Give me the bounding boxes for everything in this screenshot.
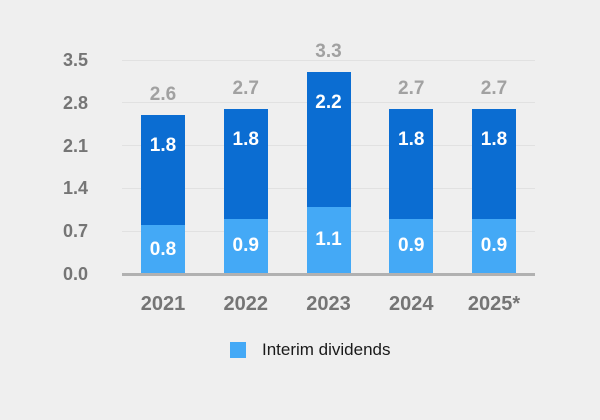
bar-segment-interim [223,218,268,274]
total-value-label: 2.7 [232,77,259,99]
bar-segment-final [306,72,351,207]
final-value-label: 1.8 [149,135,177,157]
y-tick-label: 3.5 [62,50,88,70]
interim-value-label: 0.8 [149,238,177,260]
x-category-label: 2025* [467,293,521,315]
y-tick-label: 0.7 [62,221,88,242]
total-value-label: 3.3 [315,41,342,63]
total-value-label: 2.7 [398,77,425,99]
x-category-label: 2023 [306,293,351,315]
interim-value-label: 0.9 [232,235,259,257]
bar-segment-final [223,108,268,219]
final-value-label: 1.8 [480,128,508,150]
total-value-label: 2.6 [149,84,177,106]
x-category-label: 2021 [140,293,186,315]
legend-swatch-interim [230,342,246,358]
final-value-label: 2.2 [315,92,342,114]
legend: Interim dividends [230,340,391,360]
final-value-label: 1.8 [232,128,259,150]
bar-segment-interim [306,206,351,274]
total-value-label: 2.7 [480,77,508,99]
x-category-label: 2024 [389,293,434,315]
bar-segment-interim [141,225,185,274]
bar-segment-interim [389,218,434,274]
y-tick-label: 1.4 [62,178,88,199]
x-axis-line [122,273,535,276]
interim-value-label: 0.9 [480,235,508,257]
y-tick-label: 0.0 [62,264,88,284]
y-tick-label: 2.1 [62,135,88,156]
x-category-label: 2022 [223,293,269,315]
interim-value-label: 0.9 [398,235,425,257]
bar-segment-final [389,108,434,219]
legend-label-interim: Interim dividends [262,340,391,359]
bar-segment-final [472,108,516,219]
bar-segment-final [141,115,185,226]
bar-segment-interim [472,218,516,274]
final-value-label: 1.8 [398,128,425,150]
gridline [122,59,535,61]
y-tick-label: 2.8 [62,92,88,113]
interim-value-label: 1.1 [315,229,342,251]
